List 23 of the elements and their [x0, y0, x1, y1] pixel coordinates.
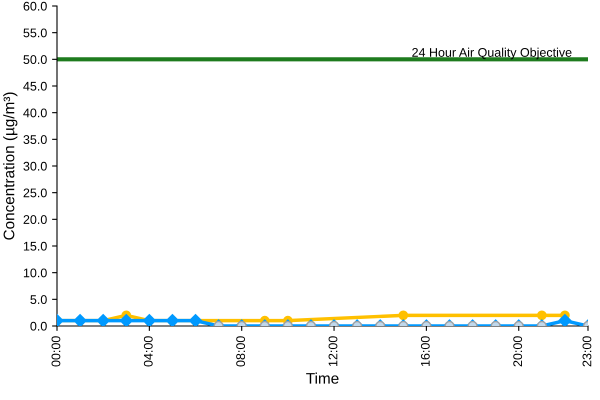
- y-tick-label: 45.0: [23, 82, 47, 91]
- y-tick-label: 15.0: [24, 242, 47, 251]
- x-tick-label: 04:00: [144, 336, 153, 367]
- x-tick-label: 23:00: [582, 336, 592, 366]
- x-axis-title: Time: [306, 372, 339, 384]
- ref-line-label: 24 Hour Air Quality Objective: [412, 48, 572, 60]
- y-tick-label: 20.0: [24, 215, 47, 224]
- x-tick-label: 16:00: [420, 336, 430, 366]
- y-tick-label: 50.0: [23, 55, 47, 64]
- x-tick-label: 12:00: [328, 336, 338, 366]
- y-tick-label: 40.0: [23, 108, 47, 118]
- x-tick-label: 08:00: [236, 336, 246, 367]
- y-tick-label: 55.0: [23, 28, 47, 38]
- x-tick-label: 20:00: [513, 336, 522, 366]
- y-tick-label: 10.0: [24, 268, 47, 278]
- y-tick-label: 35.0: [23, 135, 47, 144]
- y-tick-label: 30.0: [23, 162, 47, 171]
- y-tick-label: 60.0: [24, 2, 47, 11]
- y-tick-label: 0.0: [30, 322, 47, 331]
- y-tick-label: 25.0: [24, 188, 47, 198]
- x-tick-label: 00:00: [52, 336, 60, 367]
- y-axis-title: Concentration (µg/m³): [3, 92, 18, 240]
- y-tick-label: 5.0: [30, 295, 47, 304]
